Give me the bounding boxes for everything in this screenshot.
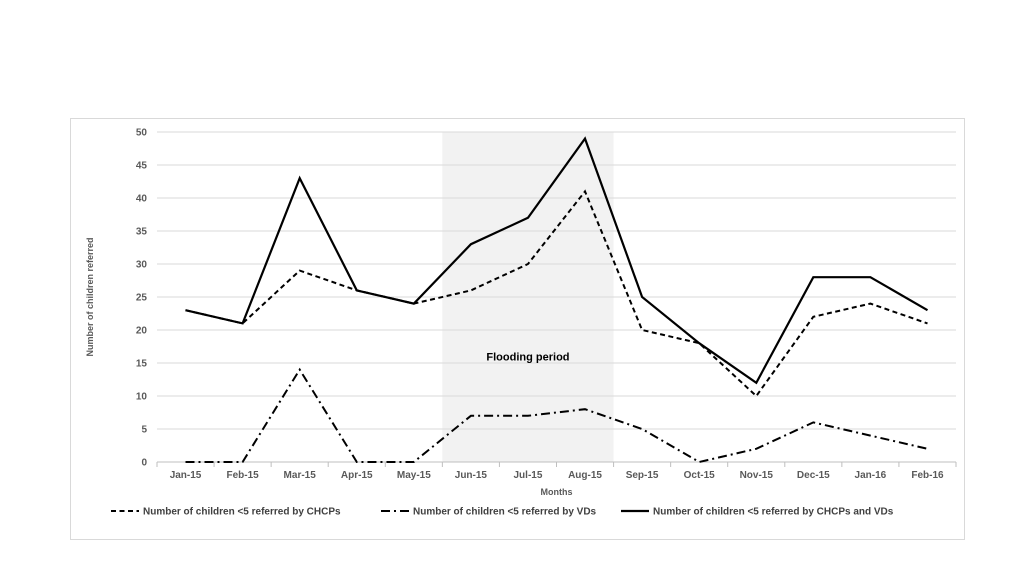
x-tick-label: Sep-15 — [626, 470, 659, 481]
y-tick-label: 10 — [136, 392, 148, 403]
y-tick-label: 30 — [136, 260, 148, 271]
series-line-1 — [185, 189, 928, 398]
legend: Number of children <5 referred by CHCPs N… — [111, 507, 894, 518]
line-chart: 0 5 10 15 20 25 30 35 40 45 50 Jan-15 Feb-15 Mar-15 A… — [85, 128, 957, 518]
y-tick-labels: 0 5 10 15 20 25 30 35 40 45 50 — [136, 128, 148, 469]
x-tick-label: Aug-15 — [568, 470, 602, 481]
flooding-period-label: Flooding period — [486, 351, 569, 363]
y-tick-label: 0 — [141, 458, 147, 469]
y-tick-label: 50 — [136, 128, 148, 139]
y-tick-label: 25 — [136, 293, 148, 304]
x-tick-label: Nov-15 — [740, 470, 774, 481]
x-tick-label: Dec-15 — [797, 470, 830, 481]
x-tick-label: Mar-15 — [284, 470, 317, 481]
series-layer — [185, 136, 929, 464]
y-tick-label: 40 — [136, 194, 148, 205]
x-axis-title: Months — [541, 487, 573, 497]
gridlines — [156, 131, 957, 467]
legend-label-3: Number of children <5 referred by CHCPs … — [653, 507, 894, 518]
chart-frame: 0 5 10 15 20 25 30 35 40 45 50 Jan-15 Feb-15 Mar-15 A… — [70, 118, 965, 540]
x-tick-label: Jul-15 — [514, 470, 543, 481]
x-tick-label: Feb-16 — [911, 470, 944, 481]
y-tick-label: 5 — [141, 425, 147, 436]
y-axis-title: Number of children referred — [85, 237, 95, 356]
y-tick-label: 35 — [136, 227, 148, 238]
legend-label-1: Number of children <5 referred by CHCPs — [143, 507, 341, 518]
x-tick-label: Jan-15 — [170, 470, 202, 481]
x-tick-label: Feb-15 — [226, 470, 259, 481]
x-tick-label: May-15 — [397, 470, 431, 481]
series-line-3 — [185, 136, 929, 385]
y-tick-label: 45 — [136, 161, 148, 172]
x-tick-labels: Jan-15 Feb-15 Mar-15 Apr-15 May-15 Jun-15 Jul-… — [170, 470, 944, 481]
x-tick-label: Jan-16 — [855, 470, 887, 481]
y-tick-label: 20 — [136, 326, 148, 337]
x-tick-label: Jun-15 — [455, 470, 488, 481]
y-tick-label: 15 — [136, 359, 148, 370]
x-tick-label: Oct-15 — [684, 470, 716, 481]
legend-label-2: Number of children <5 referred by VDs — [413, 507, 597, 518]
x-tick-label: Apr-15 — [341, 470, 373, 481]
